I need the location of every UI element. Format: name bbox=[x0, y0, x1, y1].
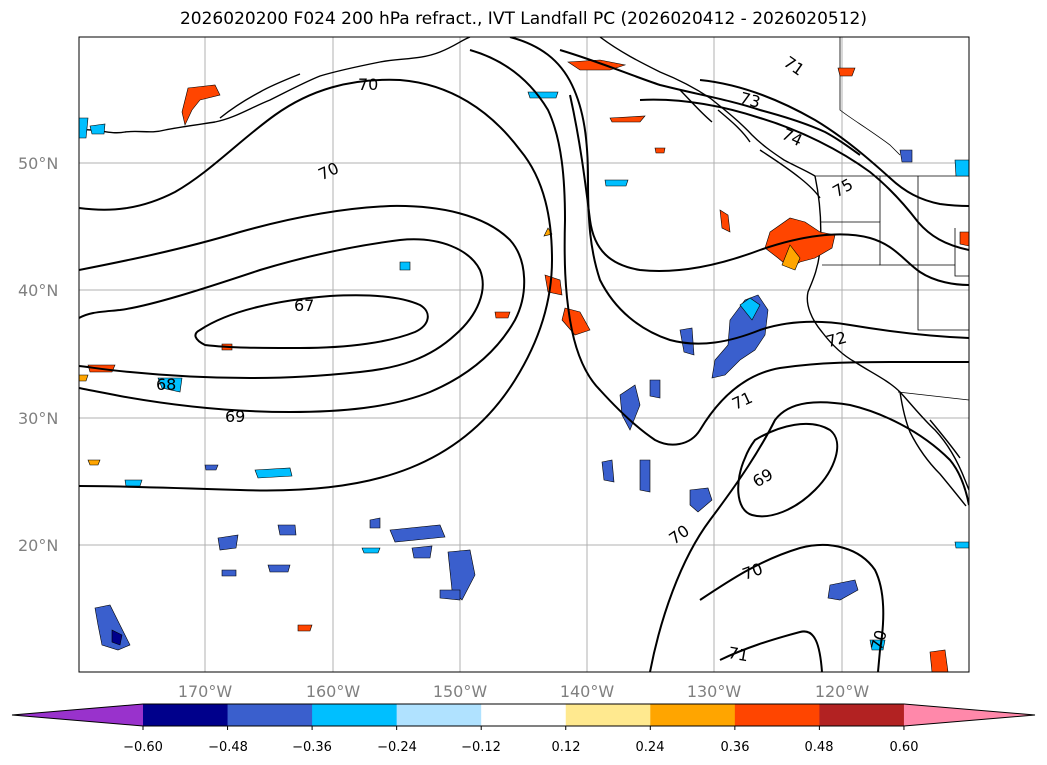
colorbar-tick-label: −0.36 bbox=[292, 740, 332, 755]
map-title: 2026020200 F024 200 hPa refract., IVT La… bbox=[179, 9, 867, 29]
coastlines bbox=[79, 37, 969, 507]
colorbar-segment bbox=[312, 704, 398, 726]
contour-label: 70 bbox=[315, 158, 341, 184]
colorbar-segment bbox=[396, 704, 482, 726]
lon-label: 150°W bbox=[433, 682, 488, 701]
contour-label: 71 bbox=[780, 52, 808, 79]
colorbar-tick-label: −0.24 bbox=[377, 740, 417, 755]
colorbar-segment bbox=[143, 704, 229, 726]
refractivity-contours bbox=[79, 37, 969, 672]
colorbar-extend-high bbox=[903, 704, 1035, 726]
colorbar-segment bbox=[734, 704, 820, 726]
colorbar-segment bbox=[481, 704, 567, 726]
colorbar-tick-label: 0.24 bbox=[636, 740, 665, 755]
lat-label: 20°N bbox=[18, 536, 58, 555]
contour-label: 73 bbox=[738, 88, 763, 112]
colorbar bbox=[11, 703, 1036, 730]
lon-label: 130°W bbox=[687, 682, 742, 701]
map-plot-area: 70 70 67 68 69 71 72 73 74 75 71 69 70 7… bbox=[79, 37, 969, 672]
colorbar-tick-label: 0.12 bbox=[552, 740, 581, 755]
colorbar-segment bbox=[650, 704, 736, 726]
contour-label: 70 bbox=[665, 521, 693, 548]
hawaii-shading bbox=[389, 524, 476, 601]
lon-label: 160°W bbox=[306, 682, 361, 701]
positive-anomaly-shading bbox=[79, 59, 969, 672]
contour-label: 70 bbox=[358, 75, 378, 94]
colorbar-tick-label: 0.48 bbox=[805, 740, 834, 755]
lat-label: 40°N bbox=[18, 281, 58, 300]
colorbar-tick-label: −0.48 bbox=[208, 740, 248, 755]
longitude-labels: 170°W 160°W 150°W 140°W 130°W 120°W bbox=[178, 682, 870, 701]
latitude-labels: 50°N 40°N 30°N 20°N bbox=[18, 154, 58, 555]
negative-anomaly-shading bbox=[79, 91, 969, 651]
contour-label: 71 bbox=[729, 388, 755, 414]
contour-label: 75 bbox=[829, 175, 856, 202]
contour-label: 70 bbox=[867, 628, 891, 653]
contour-label: 67 bbox=[294, 296, 314, 315]
lon-label: 120°W bbox=[815, 682, 870, 701]
contour-label: 72 bbox=[824, 328, 849, 352]
lon-label: 140°W bbox=[560, 682, 615, 701]
graticule bbox=[79, 37, 969, 672]
colorbar-extend-low bbox=[12, 704, 143, 726]
contour-label: 69 bbox=[225, 407, 245, 426]
colorbar-tick-label: 0.36 bbox=[721, 740, 750, 755]
colorbar-tick-label: 0.60 bbox=[890, 740, 919, 755]
map-frame bbox=[78, 36, 970, 673]
political-boundaries bbox=[815, 37, 969, 401]
lat-label: 30°N bbox=[18, 409, 58, 428]
colorbar-segment bbox=[565, 704, 651, 726]
colorbar-tick-label: −0.12 bbox=[461, 740, 501, 755]
colorbar-segment bbox=[227, 704, 313, 726]
lon-label: 170°W bbox=[178, 682, 233, 701]
colorbar-tick-labels: −0.60 −0.48 −0.36 −0.24 −0.12 0.12 0.24 … bbox=[123, 740, 918, 755]
contour-label: 71 bbox=[727, 643, 750, 665]
contour-label: 69 bbox=[749, 465, 776, 492]
lat-label: 50°N bbox=[18, 154, 58, 173]
colorbar-tick-label: −0.60 bbox=[123, 740, 163, 755]
contour-label: 74 bbox=[779, 124, 805, 150]
contour-label: 68 bbox=[156, 375, 176, 394]
contour-labels: 70 70 67 68 69 71 72 73 74 75 71 69 70 7… bbox=[156, 52, 891, 665]
colorbar-segment bbox=[819, 704, 905, 726]
